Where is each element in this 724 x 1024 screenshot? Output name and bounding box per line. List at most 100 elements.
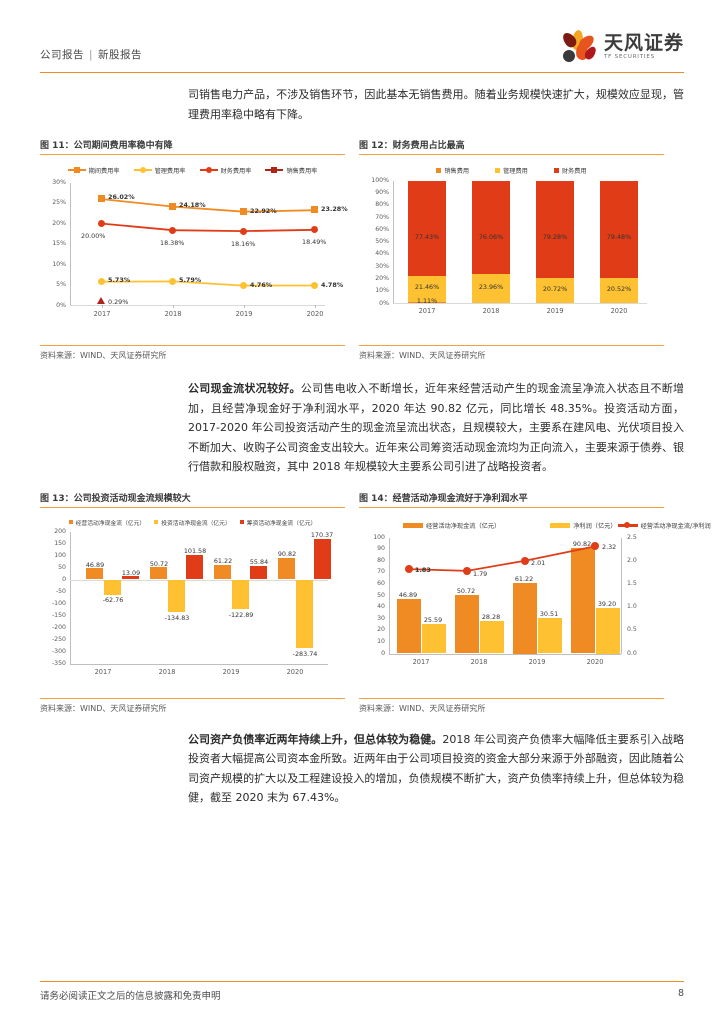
y-axis-tick: -150	[51, 611, 66, 619]
bar-investing-cashflow	[296, 579, 313, 648]
x-axis-line	[70, 663, 328, 665]
legend-label: 净利润（亿元）	[573, 523, 617, 530]
data-label: 18.38%	[160, 239, 185, 247]
figure-13: 图 13：公司投资活动现金流规模较大 经营活动净现金流（亿元） 投资活动净现金流…	[40, 491, 345, 714]
x-tick-mark	[102, 305, 103, 308]
y-axis-tick: 50	[377, 591, 385, 599]
legend-line-icon	[265, 166, 284, 173]
x-axis-tick: 2018	[164, 310, 182, 318]
data-point-marker	[98, 195, 105, 202]
data-label: 13.09	[121, 568, 141, 577]
data-label: 25.59	[423, 615, 443, 624]
y-axis-tick: 80%	[375, 201, 389, 208]
footer-disclaimer: 请务必阅读正文之后的信息披露和免责申明	[40, 991, 221, 1002]
legend-item-cashflow-to-profit-ratio: 经营活动净现金流/净利润	[617, 521, 711, 530]
bar-financing-cashflow	[250, 566, 267, 580]
figure-13-title-divider	[40, 506, 345, 508]
y2-axis-tick: 1.0	[627, 603, 637, 611]
y-axis-tick: 5%	[56, 281, 66, 288]
x-tick-mark	[173, 305, 174, 308]
brand-logo: 天风证券 TF SECURITIES	[558, 29, 684, 66]
y-axis-tick: 30	[377, 614, 385, 622]
data-label: 1.11%	[416, 297, 438, 305]
y-axis-tick: 90%	[375, 189, 389, 196]
x-tick-mark	[244, 305, 245, 308]
bar-segment-finance-expense	[600, 181, 638, 278]
y-axis-tick: 100	[373, 533, 385, 541]
y-axis-tick: 20%	[52, 220, 66, 227]
bar-investing-cashflow	[168, 579, 185, 612]
figure-12-source: 资料来源：WIND、天风证券研究所	[359, 351, 486, 360]
x-axis-tick: 2019	[235, 310, 253, 318]
data-label: 90.82	[572, 539, 592, 548]
figure-13-legend: 经营活动净现金流（亿元） 投资活动净现金流（亿元） 筹资活动净现金流（亿元）	[44, 514, 341, 528]
figure-13-title: 图 13：公司投资活动现金流规模较大	[40, 493, 191, 504]
breadcrumb-separator: |	[89, 49, 94, 61]
y-axis-tick: 80	[377, 556, 385, 564]
legend-swatch-icon	[68, 520, 73, 524]
y-axis-tick: -300	[51, 647, 66, 655]
data-label: 18.49%	[302, 238, 327, 246]
figure-11-source: 资料来源：WIND、天风证券研究所	[40, 351, 167, 360]
figure-11-legend: 期间费用率 管理费用率 财务费用率 销售费用率	[44, 161, 341, 175]
bar-operating-cashflow	[150, 567, 167, 580]
bar-net-profit	[480, 620, 504, 654]
bar-financing-cashflow	[314, 538, 331, 580]
breadcrumb: 公司报告 | 新股报告	[40, 47, 142, 66]
y2-axis-line	[621, 537, 622, 654]
y-axis-tick: 30%	[375, 263, 389, 270]
figure-11-source-divider	[40, 345, 345, 346]
paragraph-debt-ratio: 公司资产负债率近两年持续上升，但总体较为稳健。2018 年公司资产负债率大幅降低…	[188, 730, 684, 808]
data-label: 23.96%	[478, 283, 504, 291]
figure-14-plot-area: 经营活动净现金流（亿元） 净利润（亿元） 经营活动净现金流/净利润	[359, 508, 711, 698]
data-label: 79.48%	[606, 233, 632, 241]
data-label: 20.52%	[606, 285, 632, 293]
figure-11-canvas: 30% 25% 20% 15% 10% 5% 0%	[40, 175, 347, 335]
data-point-marker	[98, 220, 105, 227]
data-label: 24.18%	[179, 201, 206, 209]
data-label: 46.89	[398, 590, 418, 599]
legend-swatch-icon	[436, 167, 442, 173]
y-axis-tick: 15%	[52, 240, 66, 247]
figure-14-title-divider	[359, 506, 664, 508]
legend-label: 期间费用率	[88, 167, 120, 175]
y-axis-tick: 10	[377, 637, 385, 645]
data-label: -62.76	[102, 595, 124, 604]
data-label: 23.28%	[321, 205, 348, 213]
data-label: 21.46%	[414, 283, 440, 291]
data-label: 18.16%	[231, 240, 256, 248]
brand-name-en: TF SECURITIES	[603, 53, 655, 60]
figure-14-source-divider	[359, 697, 664, 699]
x-axis-tick: 2019	[222, 667, 240, 676]
data-point-marker	[240, 208, 247, 215]
bar-operating-cashflow	[86, 568, 103, 580]
y-axis-line	[70, 183, 71, 306]
x-axis-tick: 2017	[412, 657, 430, 666]
y-axis-tick: 200	[54, 527, 66, 535]
data-label: 76.06%	[478, 233, 504, 241]
data-label: 90.82	[277, 549, 297, 558]
bar-net-profit	[596, 608, 620, 654]
figure-12-plot-area: 销售费用 管理费用 财务费用 100% 90% 80%	[359, 155, 664, 345]
data-label: 2.32	[602, 542, 617, 551]
y-axis-tick: 100%	[371, 177, 389, 184]
legend-item-finance-expense-ratio: 财务费用率	[199, 166, 252, 175]
data-label: 26.02%	[108, 193, 135, 201]
legend-label: 财务费用率	[220, 167, 252, 175]
y-axis-tick: -100	[51, 599, 66, 607]
x-axis-tick: 2018	[158, 667, 176, 676]
data-label: 77.43%	[414, 233, 440, 241]
legend-item-period-expense-ratio: 期间费用率	[67, 166, 120, 175]
y2-axis-tick: 2.5	[627, 533, 637, 541]
data-label: 39.20	[597, 599, 617, 608]
data-label: 50.72	[149, 559, 169, 568]
data-label: 4.78%	[321, 281, 344, 289]
y-axis-line	[389, 537, 390, 654]
figure-11-plot-area: 期间费用率 管理费用率 财务费用率 销售费用率	[40, 155, 348, 345]
y-axis-tick: 50%	[375, 238, 389, 245]
legend-line-icon	[617, 522, 638, 529]
y-axis-tick: 25%	[52, 199, 66, 206]
zero-baseline	[70, 579, 328, 581]
bar-net-profit	[422, 623, 446, 654]
y2-axis-tick: 0.5	[627, 626, 637, 634]
